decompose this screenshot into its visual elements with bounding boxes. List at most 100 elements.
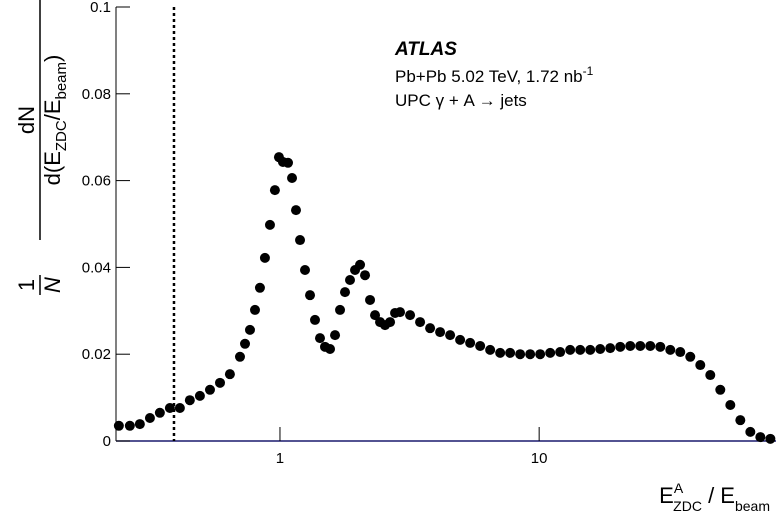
data-point: [174, 403, 185, 414]
data-point: [204, 384, 215, 395]
data-point: [665, 344, 676, 355]
annotation: ATLAS: [394, 39, 457, 60]
data-point: [505, 347, 516, 358]
data-point: [675, 347, 686, 358]
y-tick-label: 0: [103, 433, 111, 450]
data-point: [184, 395, 195, 406]
y-tick-label: 0.02: [82, 346, 111, 363]
y-label-den: d(EZDC/Ebeam): [40, 55, 70, 186]
data-point: [455, 334, 466, 345]
data-point: [240, 338, 251, 349]
x-label-part: beam: [735, 498, 770, 514]
data-point: [585, 344, 596, 355]
data-point: [415, 317, 426, 328]
data-point: [365, 294, 376, 305]
data-point: [370, 310, 381, 321]
y-tick-label: 0.06: [82, 173, 111, 190]
annotation-part: Pb+Pb 5.02 TeV, 1.72 nb: [395, 67, 583, 86]
y-label-part: dN: [14, 106, 39, 134]
data-point: [269, 185, 280, 196]
annotation-part: -1: [583, 64, 594, 78]
data-point: [535, 349, 546, 360]
data-point: [154, 407, 165, 418]
data-point: [309, 314, 320, 325]
y-tick-label: 0.04: [82, 259, 111, 276]
data-point: [215, 377, 226, 388]
y-tick-label: 0.1: [90, 0, 111, 16]
data-point: [290, 205, 301, 216]
x-axis-label: EA ZDC / Ebeam: [659, 480, 770, 514]
data-point: [745, 426, 756, 437]
y-label-part: N: [40, 277, 65, 293]
data-point: [445, 330, 456, 341]
data-point: [244, 324, 255, 335]
y-label-part: d(E: [40, 151, 65, 185]
data-point: [555, 347, 566, 358]
data-point: [254, 282, 265, 293]
data-point: [295, 235, 306, 246]
data-point: [113, 420, 124, 431]
data-point: [385, 317, 396, 328]
data-point: [715, 384, 726, 395]
data-point: [314, 333, 325, 344]
data-point: [144, 412, 155, 423]
data-point: [283, 157, 294, 168]
data-point: [645, 340, 656, 351]
data-point: [545, 347, 556, 358]
data-point: [655, 341, 666, 352]
data-point: [325, 343, 336, 354]
data-point: [695, 360, 706, 371]
annotation: Pb+Pb 5.02 TeV, 1.72 nb-1: [395, 64, 594, 86]
data-point: [287, 172, 298, 183]
data-point: [595, 343, 606, 354]
data-point: [725, 399, 736, 410]
data-point: [685, 351, 696, 362]
data-point: [264, 219, 275, 230]
data-point: [234, 351, 245, 362]
data-point: [124, 420, 135, 431]
data-point: [735, 415, 746, 426]
data-point: [625, 340, 636, 351]
data-point: [305, 290, 316, 301]
data-point: [194, 390, 205, 401]
data-point: [164, 403, 175, 414]
data-point: [340, 287, 351, 298]
data-point: [224, 369, 235, 380]
data-point: [259, 252, 270, 263]
data-point: [335, 304, 346, 315]
data-point: [299, 265, 310, 276]
data-point: [405, 310, 416, 321]
data-point: [355, 259, 366, 270]
x-tick-label: 1: [276, 450, 284, 467]
data-point: [345, 274, 356, 285]
data-point: [435, 327, 446, 338]
data-point: [395, 307, 406, 318]
data-point: [515, 349, 526, 360]
y-label-part: /E: [40, 99, 65, 120]
x-label-part: / E: [702, 483, 735, 508]
data-point: [765, 433, 776, 444]
y-label-part: ZDC: [53, 120, 70, 151]
y-label-part: ): [40, 55, 65, 62]
y-axis-label: 1 N dN d(EZDC/Ebeam): [14, 0, 70, 295]
data-point: [755, 432, 766, 443]
data-point: [465, 337, 476, 348]
data-point: [605, 343, 616, 354]
data-point: [360, 270, 371, 281]
y-label-part: beam: [53, 62, 70, 100]
data-point: [485, 344, 496, 355]
data-point: [330, 330, 341, 341]
data-point: [705, 370, 716, 381]
data-point: [565, 344, 576, 355]
data-point: [425, 323, 436, 334]
x-label-part: ZDC: [673, 498, 702, 514]
data-point: [249, 304, 260, 315]
y-label-part: 1: [14, 279, 39, 291]
x-label-part: E: [659, 483, 674, 508]
data-point: [495, 347, 506, 358]
y-tick-label: 0.08: [82, 86, 111, 103]
data-point: [575, 344, 586, 355]
data-point: [635, 340, 646, 351]
data-point: [615, 341, 626, 352]
